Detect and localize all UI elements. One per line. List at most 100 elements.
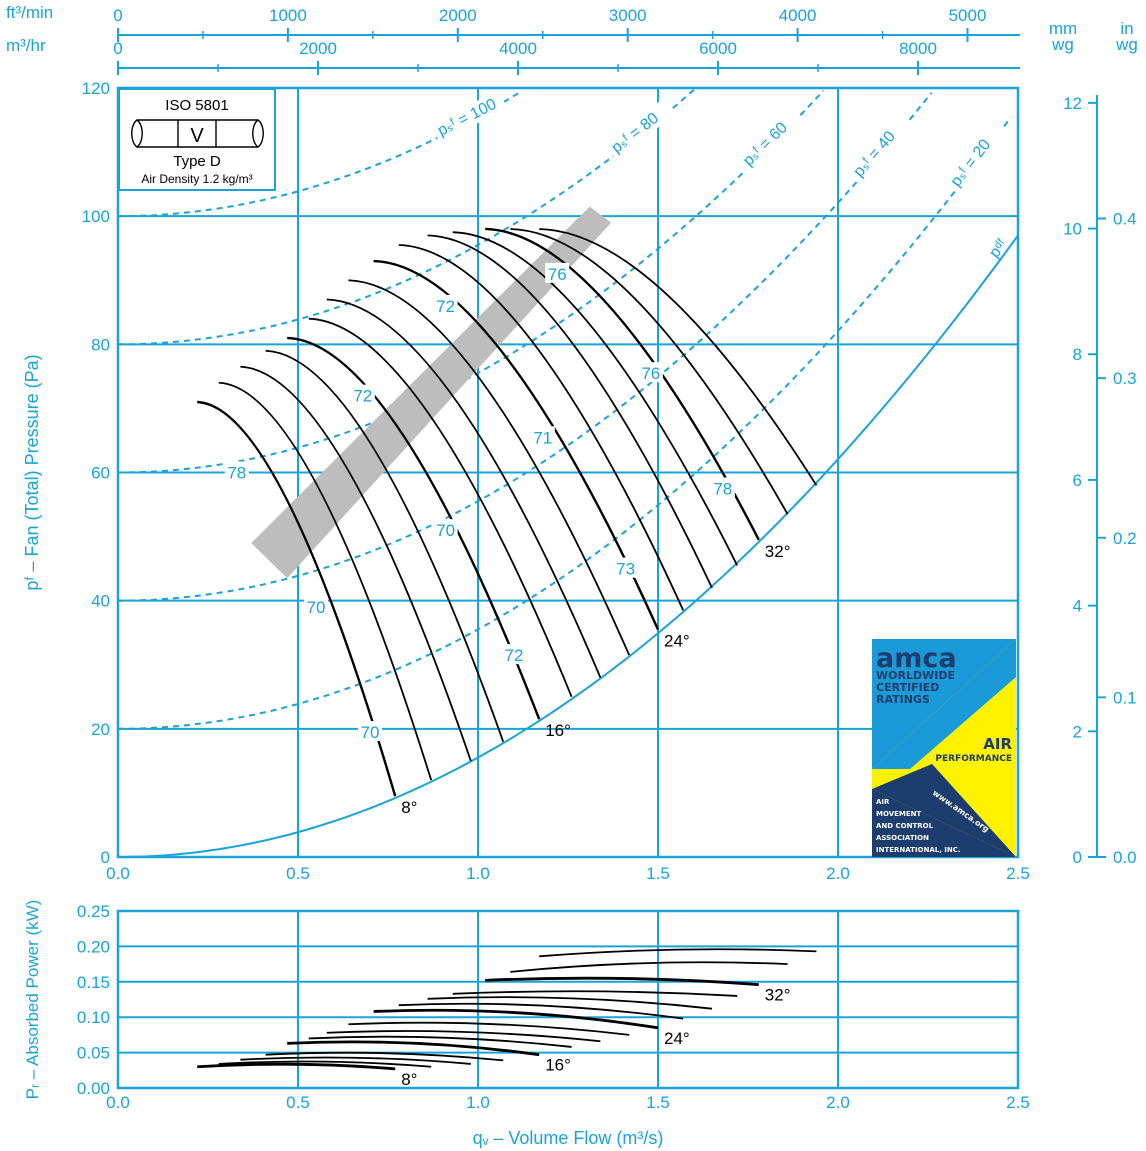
main-y-tick-label: 20 bbox=[91, 720, 110, 739]
pressure-curve bbox=[240, 365, 472, 762]
power-curve bbox=[240, 1056, 471, 1065]
static-pressure-label-bg bbox=[604, 97, 677, 161]
static-pressure-line bbox=[118, 88, 695, 346]
top-axis-tick-label: 0 bbox=[113, 39, 122, 58]
power-curve bbox=[373, 1008, 659, 1030]
install-letter: V bbox=[190, 125, 204, 147]
efficiency-label-bg bbox=[304, 596, 328, 617]
right-axis-tick-label-in: 0.3 bbox=[1113, 369, 1137, 388]
efficiency-label: 70 bbox=[307, 598, 326, 617]
badge-org1: AIR bbox=[876, 798, 890, 806]
top-axis-tick-label: 8000 bbox=[899, 39, 937, 58]
amca-certification-badge: amca WORLDWIDE CERTIFIED RATINGS AIR PER… bbox=[872, 639, 1016, 857]
power-chart-grid: 0.0 0.5 1.0 1.5 2.0 2.5 0.00 0.05 0.10 0.15 0.20 0.… bbox=[23, 900, 1030, 1148]
pressure-curve bbox=[308, 317, 573, 698]
duct-icon bbox=[131, 119, 264, 148]
static-pressure-line bbox=[117, 90, 522, 218]
power-y-tick-label: 0.25 bbox=[77, 902, 110, 921]
main-y-tick-label: 80 bbox=[91, 335, 110, 354]
right-axis-tick-label-in: 0.4 bbox=[1113, 210, 1137, 229]
efficiency-label: 76 bbox=[548, 265, 567, 284]
pressure-curve bbox=[398, 244, 685, 611]
pressure-curves bbox=[197, 227, 818, 797]
badge-org5: INTERNATIONAL, INC. bbox=[876, 846, 961, 854]
main-x-tick-label: 2.0 bbox=[826, 864, 850, 883]
static-pressure-label-text: pₛᶠ = 40 bbox=[850, 128, 899, 180]
badge-org3: AND CONTROL bbox=[876, 822, 934, 830]
power-curve bbox=[265, 1051, 504, 1062]
badge-org4: ASSOCIATION bbox=[876, 834, 929, 842]
efficiency-label-bg bbox=[350, 384, 375, 405]
blade-angle-label: 24° bbox=[664, 632, 690, 651]
static-pressure-label-text: pₛᶠ = 60 bbox=[740, 119, 791, 169]
right-axis-tick-label-mm: 2 bbox=[1073, 722, 1082, 741]
main-x-tick-label: 0.5 bbox=[286, 864, 310, 883]
efficiency-label: 78 bbox=[713, 480, 732, 499]
blade-angle-label: 16° bbox=[545, 721, 571, 740]
static-pressure-label-bg bbox=[735, 105, 805, 174]
efficiency-label-bg bbox=[710, 477, 735, 498]
static-pressure-line bbox=[118, 89, 825, 474]
power-x-tick-label: 0.0 bbox=[106, 1093, 130, 1112]
power-curve bbox=[197, 1062, 396, 1071]
static-pressure-label: pₛᶠ = 40 bbox=[846, 113, 912, 185]
efficiency-label: 70 bbox=[436, 521, 455, 540]
iso-legend-box: ISO 5801 V Type D Air Density 1.2 kg/m³ bbox=[118, 88, 276, 191]
static-pressure-line bbox=[118, 116, 1012, 730]
power-blade-angle-label: 16° bbox=[545, 1056, 571, 1075]
pressure-curve bbox=[218, 381, 433, 781]
efficiency-label-bg bbox=[613, 557, 638, 578]
right-axis-tick-label-mm: 6 bbox=[1073, 471, 1082, 490]
power-y-tick-label: 0.15 bbox=[77, 973, 110, 992]
power-curve bbox=[326, 1030, 601, 1043]
install-type-text: Type D bbox=[173, 153, 221, 170]
efficiency-label-bg bbox=[433, 294, 458, 315]
top-axis-unit: m³/hr bbox=[6, 36, 46, 55]
pressure-curve bbox=[326, 298, 602, 678]
right-axis-tick-label-in: 0.1 bbox=[1113, 688, 1137, 707]
power-y-tick-label: 0.10 bbox=[77, 1008, 110, 1027]
badge-performance: PERFORMANCE bbox=[935, 754, 1012, 764]
right-axis-unit-mm: wg bbox=[1051, 35, 1074, 54]
operating-band-shape bbox=[251, 206, 612, 579]
power-curve bbox=[510, 961, 788, 973]
efficiency-label: 73 bbox=[616, 560, 635, 579]
dynamic-pressure-curve bbox=[118, 234, 1019, 858]
main-x-tick-label: 2.5 bbox=[1006, 864, 1030, 883]
power-curve bbox=[308, 1035, 572, 1048]
main-x-tick-label: 1.5 bbox=[646, 864, 670, 883]
static-pressure-label: pₛᶠ = 60 bbox=[735, 105, 805, 174]
top-axis-tick-label: 5000 bbox=[949, 6, 987, 25]
iso-legend-frame bbox=[118, 88, 276, 191]
top-axis-tick-label: 6000 bbox=[699, 39, 737, 58]
efficiency-label: 78 bbox=[227, 464, 246, 483]
right-axis-tick-label-mm: 10 bbox=[1063, 220, 1082, 239]
top-axis-tick-label: 1000 bbox=[269, 6, 307, 25]
power-curve bbox=[539, 948, 817, 958]
main-y-tick-label: 0 bbox=[101, 848, 110, 867]
power-blade-angle-label: 8° bbox=[401, 1070, 417, 1089]
right-axis-unit-in: in bbox=[1120, 19, 1133, 38]
power-x-tick-label: 1.5 bbox=[646, 1093, 670, 1112]
badge-line2: CERTIFIED bbox=[876, 681, 939, 694]
right-axis-unit-in: wg bbox=[1115, 35, 1138, 54]
pressure-curve bbox=[539, 228, 818, 486]
power-x-tick-label: 2.0 bbox=[826, 1093, 850, 1112]
badge-org2: MOVEMENT bbox=[876, 810, 922, 818]
power-chart-labels: 8° 16° 24° 32° bbox=[401, 986, 790, 1089]
power-x-tick-label: 0.5 bbox=[286, 1093, 310, 1112]
blade-angle-label: 8° bbox=[401, 798, 417, 817]
pressure-curve bbox=[373, 259, 660, 630]
iso-standard-text: ISO 5801 bbox=[165, 97, 228, 114]
pressure-curve bbox=[265, 349, 505, 742]
static-pressure-label-text: pₛᶠ = 80 bbox=[609, 110, 663, 157]
power-curves bbox=[197, 948, 817, 1071]
power-x-tick-label: 1.0 bbox=[466, 1093, 490, 1112]
pressure-curve bbox=[287, 336, 541, 720]
right-axis-tick-label-mm: 4 bbox=[1073, 597, 1082, 616]
badge-brand: amca bbox=[876, 643, 957, 674]
right-axis-tick-label-mm: 0 bbox=[1073, 848, 1082, 867]
pressure-curve bbox=[485, 227, 760, 541]
efficiency-label: 70 bbox=[361, 723, 380, 742]
